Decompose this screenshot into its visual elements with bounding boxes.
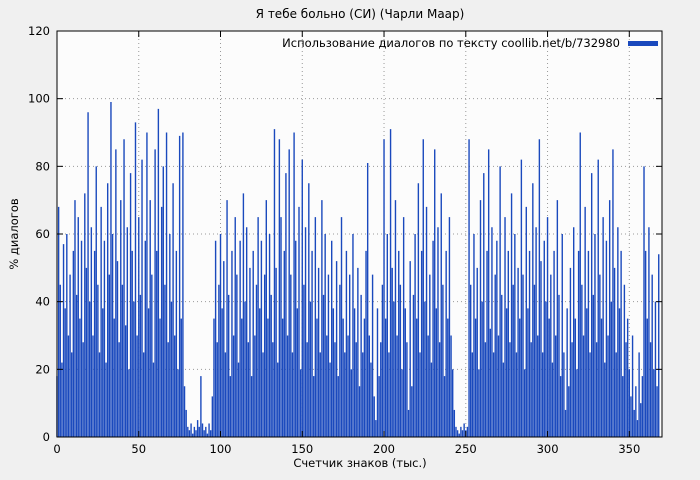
chart-title: Я тебе больно (СИ) (Чарли Маар) xyxy=(255,7,465,21)
x-tick-label: 200 xyxy=(373,442,395,456)
plot-background xyxy=(57,31,662,437)
y-tick-label: 60 xyxy=(35,227,50,241)
x-tick-label: 150 xyxy=(291,442,313,456)
legend-label: Использование диалогов по тексту coollib… xyxy=(282,36,620,50)
x-tick-label: 250 xyxy=(455,442,477,456)
legend-swatch xyxy=(628,40,658,46)
y-tick-label: 40 xyxy=(35,295,50,309)
y-tick-label: 0 xyxy=(43,430,50,444)
legend: Использование диалогов по тексту coollib… xyxy=(282,36,658,50)
x-tick-label: 300 xyxy=(537,442,559,456)
x-tick-label: 350 xyxy=(618,442,640,456)
y-axis-label: % диалогов xyxy=(7,198,21,270)
y-tick-label: 20 xyxy=(35,362,50,376)
x-tick-label: 50 xyxy=(131,442,146,456)
y-tick-label: 80 xyxy=(35,159,50,173)
x-tick-label: 100 xyxy=(210,442,232,456)
x-axis-label: Счетчик знаков (тыс.) xyxy=(293,456,427,470)
x-tick-label: 0 xyxy=(53,442,60,456)
y-tick-label: 120 xyxy=(28,24,50,38)
y-tick-label: 100 xyxy=(28,92,50,106)
